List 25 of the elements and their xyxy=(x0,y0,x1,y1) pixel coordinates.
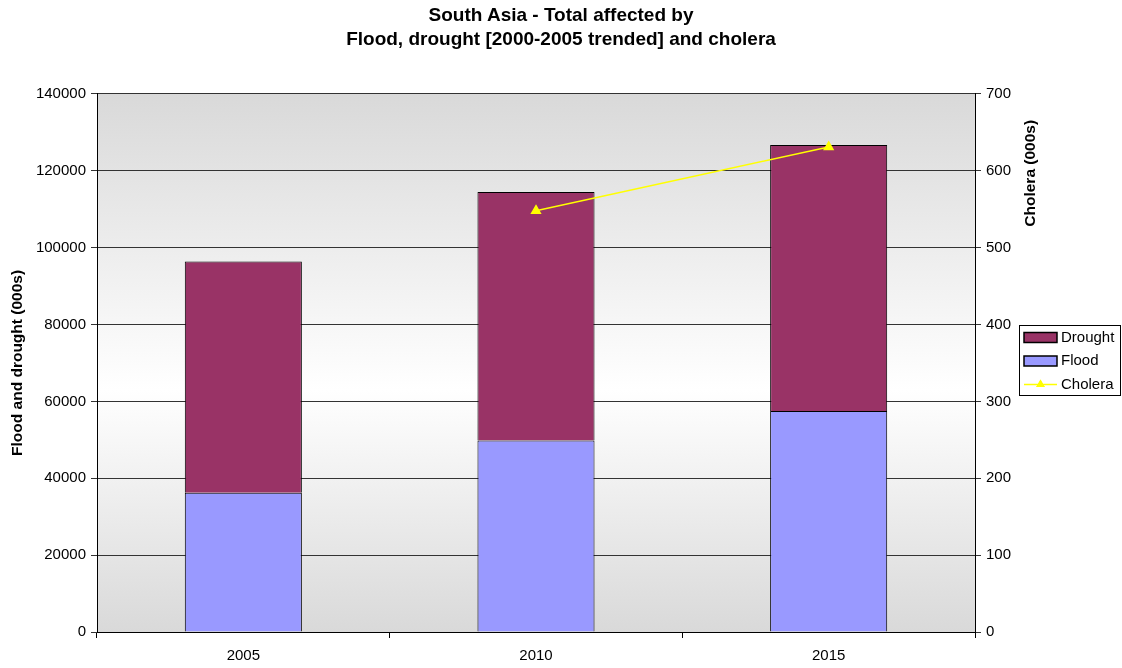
y2-axis-title: Cholera (000s) xyxy=(1021,119,1039,227)
y2-tick-label: 400 xyxy=(986,314,1012,332)
y-tick-label: 20000 xyxy=(44,545,86,563)
legend-label: Cholera xyxy=(1061,374,1115,392)
legend-label: Flood xyxy=(1061,351,1099,369)
y2-tick-label: 600 xyxy=(986,160,1012,178)
y2-tick-label: 100 xyxy=(986,545,1012,563)
y-tick-label: 60000 xyxy=(44,391,86,409)
y2-tick-label: 0 xyxy=(986,622,995,640)
y2-tick-label: 200 xyxy=(986,468,1012,486)
y2-tick-label: 700 xyxy=(986,84,1012,102)
y2-tick-label: 500 xyxy=(986,237,1012,255)
x-tick-label: 2015 xyxy=(811,646,846,664)
y-tick-label: 120000 xyxy=(35,160,86,178)
y-tick-label: 40000 xyxy=(44,468,86,486)
chart-title: South Asia - Total affected by Flood, drought [2000-2005 trended] and cholera xyxy=(346,4,777,50)
legend-label: Drought xyxy=(1061,327,1116,345)
y2-tick-label: 300 xyxy=(986,391,1012,409)
y-axis-title: Flood and drought (000s) xyxy=(8,269,26,456)
y-tick-label: 140000 xyxy=(35,84,86,102)
x-tick-label: 2005 xyxy=(226,646,261,664)
y-tick-label: 0 xyxy=(77,622,86,640)
y-tick-label: 100000 xyxy=(35,237,86,255)
x-tick-label: 2010 xyxy=(519,646,553,664)
y-tick-label: 80000 xyxy=(44,314,86,332)
